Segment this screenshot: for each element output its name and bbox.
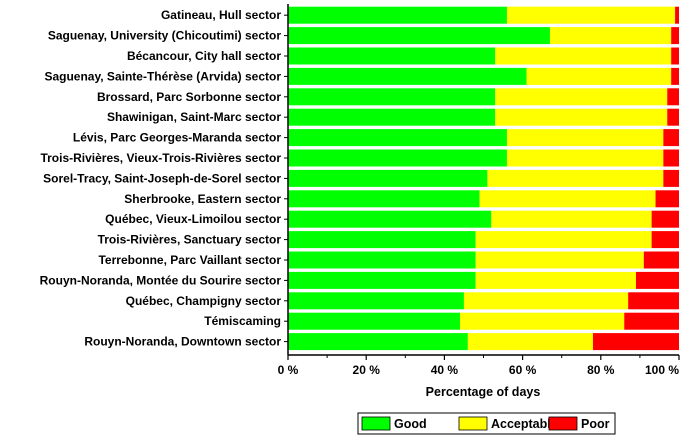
category-label: Québec, Champigny sector — [126, 294, 282, 308]
bar-poor-15 — [624, 312, 679, 330]
bar-acceptable-9 — [479, 190, 656, 208]
category-label: Rouyn-Noranda, Downtown sector — [84, 335, 281, 349]
category-label: Shawinigan, Saint-Marc sector — [107, 110, 281, 124]
bar-good-11 — [288, 231, 476, 249]
x-axis-title: Percentage of days — [426, 385, 541, 399]
bar-acceptable-15 — [460, 312, 625, 330]
bar-poor-8 — [663, 169, 679, 187]
x-tick-label: 20 % — [353, 363, 381, 377]
bar-good-2 — [288, 47, 496, 65]
category-label: Témiscaming — [204, 314, 281, 328]
bar-good-8 — [288, 169, 488, 187]
legend-swatch-poor — [548, 416, 578, 431]
bar-acceptable-6 — [506, 129, 664, 147]
bar-acceptable-1 — [549, 27, 672, 45]
bar-poor-7 — [663, 149, 679, 167]
bar-acceptable-8 — [487, 169, 664, 187]
bar-acceptable-12 — [475, 251, 644, 269]
bar-good-10 — [288, 210, 492, 228]
bar-acceptable-0 — [506, 6, 676, 24]
bar-good-15 — [288, 312, 461, 330]
category-label: Sorel-Tracy, Saint-Joseph-de-Sorel secto… — [43, 171, 281, 185]
category-label: Terrebonne, Parc Vaillant sector — [98, 253, 281, 267]
bar-acceptable-11 — [475, 231, 652, 249]
bar-good-12 — [288, 251, 476, 269]
category-label: Trois-Rivières, Vieux-Trois-Rivières sec… — [40, 151, 281, 165]
bar-poor-12 — [643, 251, 679, 269]
bar-acceptable-2 — [495, 47, 672, 65]
bar-poor-9 — [655, 190, 679, 208]
bar-poor-3 — [671, 67, 679, 85]
category-label: Sherbrooke, Eastern sector — [124, 192, 281, 206]
legend-label-good: Good — [394, 417, 427, 431]
x-tick-label: 0 % — [278, 363, 299, 377]
category-label: Rouyn-Noranda, Montée du Sourire sector — [40, 273, 282, 287]
bar-good-16 — [288, 333, 468, 351]
legend-label-poor: Poor — [581, 417, 610, 431]
category-label: Saguenay, University (Chicoutimi) sector — [48, 29, 281, 43]
bar-good-3 — [288, 67, 527, 85]
bar-poor-0 — [675, 6, 679, 24]
bar-good-13 — [288, 271, 476, 289]
bar-acceptable-14 — [463, 292, 629, 310]
legend-label-acceptable: Acceptable — [491, 417, 558, 431]
category-label: Trois-Rivières, Sanctuary sector — [98, 233, 282, 247]
category-label: Québec, Vieux-Limoilou sector — [105, 212, 281, 226]
bar-poor-14 — [628, 292, 679, 310]
bar-poor-1 — [671, 27, 679, 45]
category-label: Gatineau, Hull sector — [161, 8, 281, 22]
x-tick-label: 100 % — [645, 363, 679, 377]
legend-swatch-good — [361, 416, 391, 431]
bar-good-1 — [288, 27, 550, 45]
bar-acceptable-4 — [495, 88, 668, 106]
category-label: Lévis, Parc Georges-Maranda sector — [73, 131, 281, 145]
bar-poor-4 — [667, 88, 679, 106]
category-label: Bécancour, City hall sector — [127, 49, 281, 63]
x-tick-label: 40 % — [431, 363, 459, 377]
legend: Good Acceptable Poor — [357, 412, 616, 435]
bar-poor-5 — [667, 108, 679, 126]
bar-poor-6 — [663, 129, 679, 147]
legend-swatch-acceptable — [458, 416, 488, 431]
bar-good-9 — [288, 190, 480, 208]
x-tick-label: 80 % — [587, 363, 615, 377]
bar-acceptable-5 — [495, 108, 668, 126]
bar-acceptable-3 — [526, 67, 672, 85]
bar-acceptable-7 — [506, 149, 664, 167]
bar-acceptable-13 — [475, 271, 636, 289]
bar-poor-2 — [671, 47, 679, 65]
bar-acceptable-16 — [467, 333, 593, 351]
bar-good-6 — [288, 129, 507, 147]
bar-good-0 — [288, 6, 507, 24]
x-axis-ticks: 0 % 20 % 40 % 60 % 80 % 100 % — [278, 355, 680, 377]
bar-poor-13 — [635, 271, 679, 289]
category-label: Brossard, Parc Sorbonne sector — [97, 90, 281, 104]
bar-good-7 — [288, 149, 507, 167]
x-tick-label: 60 % — [509, 363, 537, 377]
bar-poor-16 — [592, 333, 679, 351]
category-label: Saguenay, Sainte-Thérèse (Arvida) sector — [44, 69, 281, 83]
bars-group — [288, 6, 679, 351]
bar-poor-11 — [651, 231, 679, 249]
bar-good-14 — [288, 292, 464, 310]
category-labels: Gatineau, Hull sector Saguenay, Universit… — [40, 8, 288, 349]
bar-good-4 — [288, 88, 496, 106]
bar-acceptable-10 — [491, 210, 652, 228]
bar-poor-10 — [651, 210, 679, 228]
bar-good-5 — [288, 108, 496, 126]
